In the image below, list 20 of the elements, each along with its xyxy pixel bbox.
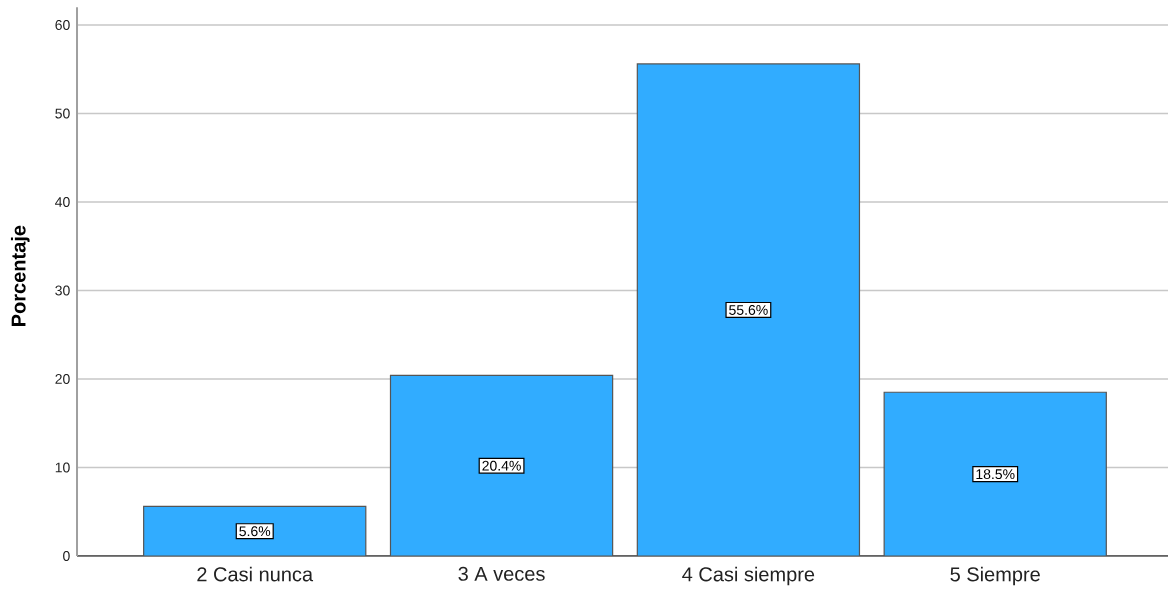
x-tick-label: 5 Siempre bbox=[950, 566, 1040, 586]
y-axis-title: Porcentaje bbox=[10, 225, 30, 326]
bar bbox=[143, 505, 367, 556]
data-label: 20.4% bbox=[482, 460, 521, 471]
y-tick-label: 60 bbox=[55, 20, 70, 30]
bar bbox=[389, 374, 614, 556]
y-tick-label: 10 bbox=[55, 462, 70, 473]
x-tick-label: 4 Casi siempre bbox=[682, 566, 815, 586]
bar bbox=[636, 63, 861, 556]
data-label: 5.6% bbox=[239, 526, 271, 537]
y-tick-label: 30 bbox=[55, 285, 70, 296]
y-tick-label: 50 bbox=[55, 108, 70, 119]
x-tick-label: 3 A veces bbox=[458, 566, 545, 581]
y-tick-label: 40 bbox=[55, 197, 70, 207]
bar bbox=[883, 391, 1107, 556]
data-label: 55.6% bbox=[729, 305, 768, 315]
data-label: 18.5% bbox=[976, 469, 1015, 480]
x-tick-label: 2 Casi nunca bbox=[197, 566, 314, 582]
y-tick-label: 0 bbox=[63, 551, 70, 561]
y-tick-label: 20 bbox=[55, 374, 70, 384]
